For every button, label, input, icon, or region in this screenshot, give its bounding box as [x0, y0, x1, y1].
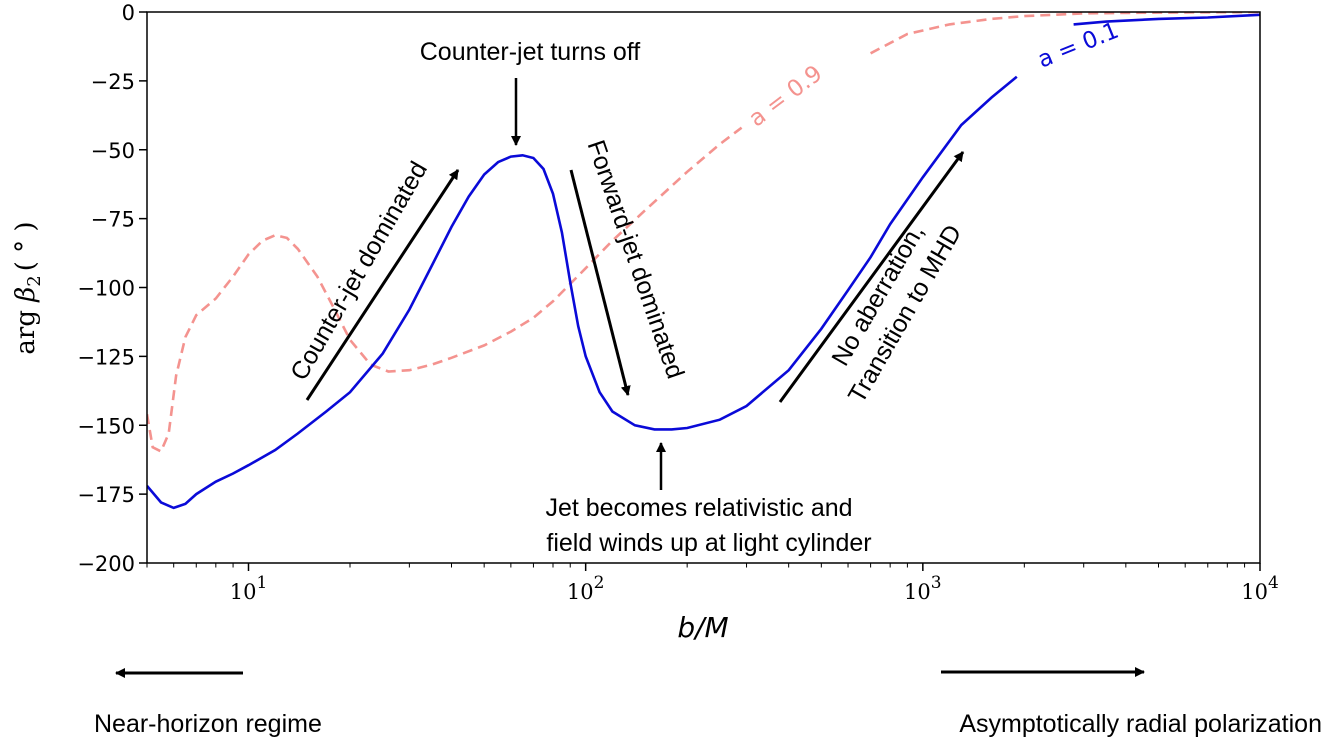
series-label-a09: a = 0.9: [744, 61, 827, 133]
x-axis-label: b/M: [677, 611, 728, 644]
near-horizon-label: Near-horizon regime: [94, 710, 322, 738]
annotation-counter-jet-turns-off: Counter-jet turns off: [420, 38, 641, 66]
arrow-forward-jet-dominated: [569, 169, 631, 396]
tick-layer: 101 102 103 104 0 −25 −50 −75 −100 −125 −150 −175 −2…: [77, 1, 1278, 604]
y-tick-label: −100: [77, 277, 135, 301]
y-tick-label: −200: [77, 552, 135, 576]
series-line-a01-segment-0: [147, 75, 1018, 510]
x-tick-label: 102: [567, 573, 605, 604]
annotation-forward-jet-dominated: Forward-jet dominated: [582, 137, 690, 383]
x-tick-label: 101: [230, 573, 268, 604]
series-label-a01: a = 0.1: [1034, 18, 1122, 74]
annotation-jet-relativistic-line2: field winds up at light cylinder: [546, 529, 871, 557]
x-tick-label: 103: [904, 573, 942, 604]
y-tick-label: −150: [77, 414, 135, 438]
annotation-counter-jet-dominated: Counter-jet dominated: [285, 157, 433, 385]
y-axis-label: arg β2( ° ): [11, 221, 45, 354]
series-line-a01-segment-1: [1073, 13, 1260, 26]
arrow-transition-to-mhd: [778, 151, 965, 403]
y-tick-label: −25: [91, 70, 135, 94]
annotation-jet-relativistic-line1: Jet becomes relativistic and: [545, 494, 852, 522]
arrow-counter-jet-dominated: [305, 169, 460, 401]
y-tick-label: −50: [91, 139, 135, 163]
y-tick-label: 0: [122, 1, 135, 25]
series-line-a09-segment-0: [147, 126, 743, 454]
series-layer: [147, 12, 1260, 510]
y-tick-label: −175: [77, 483, 135, 507]
plot-frame: [146, 11, 1261, 564]
x-tick-label: 104: [1241, 573, 1279, 604]
asymptotic-label: Asymptotically radial polarization: [959, 710, 1322, 738]
y-tick-label: −75: [91, 208, 135, 232]
y-tick-label: −125: [77, 345, 135, 369]
